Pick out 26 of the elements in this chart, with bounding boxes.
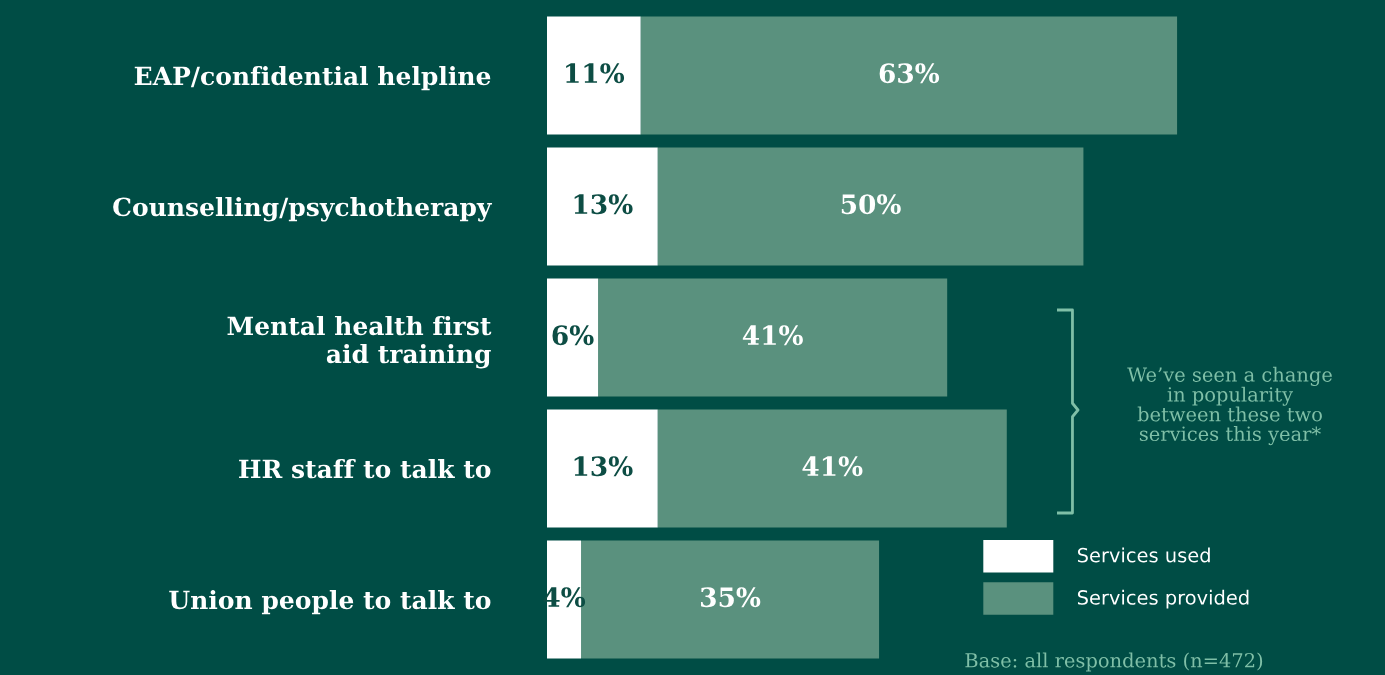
bar bbox=[598, 278, 948, 397]
data-label: 35% bbox=[701, 587, 761, 608]
data-label: 13% bbox=[574, 456, 633, 477]
bar bbox=[657, 409, 1007, 528]
bar bbox=[547, 147, 658, 266]
y-tick-label: Union people to talk to bbox=[169, 590, 491, 615]
bar bbox=[547, 278, 599, 397]
y-tick-label: EAP/confidential helpline bbox=[134, 66, 491, 91]
y-tick-label: Counselling/psychotherapy bbox=[113, 197, 493, 222]
data-label: 13% bbox=[574, 194, 633, 215]
annotation: We’ve seen a change in popularity between these two services this year* bbox=[1127, 366, 1332, 446]
annotation: Base: all respondents (n=472) bbox=[965, 652, 1263, 672]
y-tick-label: HR staff to talk to bbox=[239, 459, 491, 479]
data-label: 41% bbox=[742, 325, 803, 346]
legend-label: Services used bbox=[1077, 547, 1210, 563]
bar bbox=[657, 147, 1084, 266]
data-label: 41% bbox=[802, 456, 863, 477]
bar bbox=[547, 16, 641, 135]
y-tick-label: Mental health first aid training bbox=[227, 315, 492, 369]
bar bbox=[640, 16, 1178, 135]
bar bbox=[547, 409, 658, 528]
legend-label: Services provided bbox=[1077, 589, 1249, 609]
data-label: 6% bbox=[552, 325, 594, 346]
data-label: 50% bbox=[841, 194, 901, 215]
data-label: 11% bbox=[566, 63, 625, 84]
data-label: 63% bbox=[879, 63, 940, 84]
